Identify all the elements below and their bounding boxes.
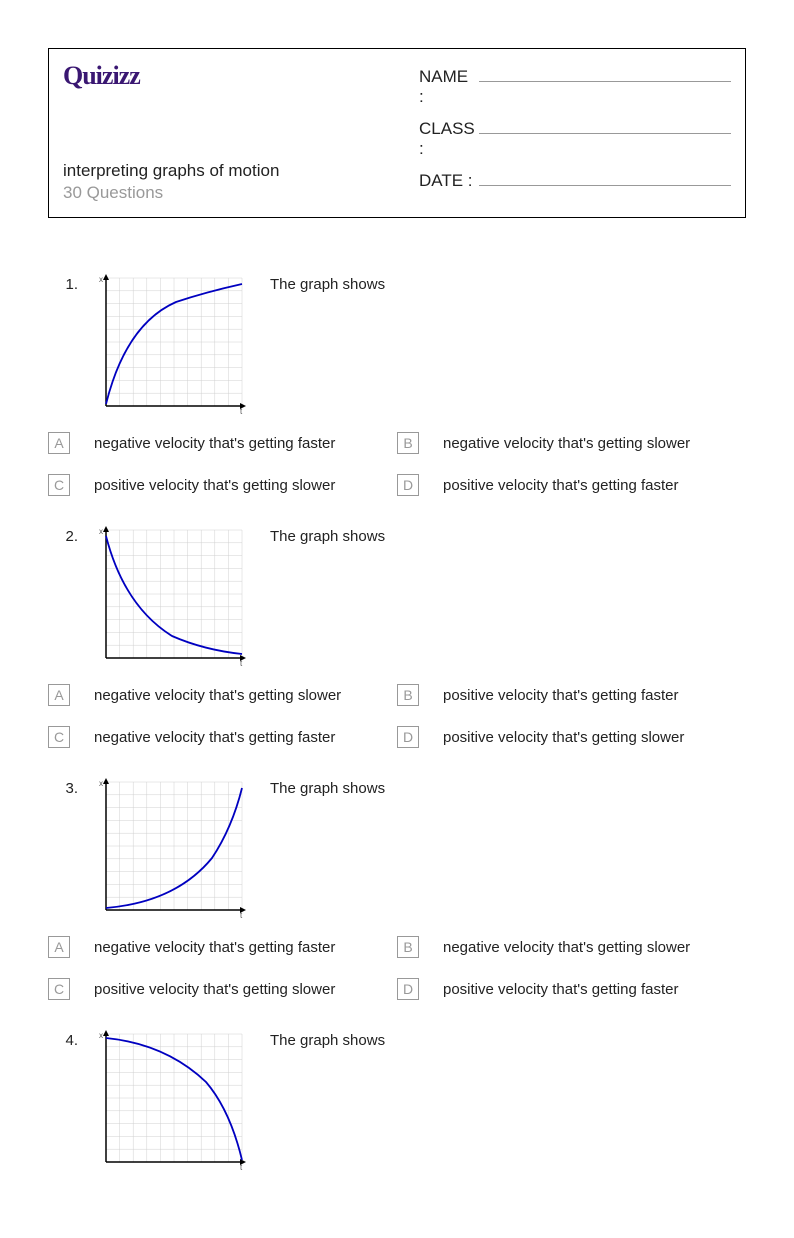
x-axis-label: t [240, 659, 243, 666]
answer-option[interactable]: C negative velocity that's getting faste… [48, 726, 397, 748]
question: 3. x t The graph shows A negative veloci… [48, 778, 746, 1000]
y-axis-label: x [99, 779, 103, 788]
question-number: 1. [48, 274, 96, 293]
worksheet-title: interpreting graphs of motion [63, 161, 279, 181]
answer-option[interactable]: D positive velocity that's getting faste… [397, 474, 746, 496]
answer-letter-box: C [48, 474, 70, 496]
x-axis-label: t [240, 1163, 243, 1170]
x-axis-label: t [240, 911, 243, 918]
motion-graph: x t [96, 526, 248, 666]
answer-letter-box: C [48, 978, 70, 1000]
question: 4. x t The graph shows [48, 1030, 746, 1170]
answer-option[interactable]: A negative velocity that's getting faste… [48, 936, 397, 958]
answer-text: positive velocity that's getting faster [443, 687, 678, 704]
answer-text: negative velocity that's getting faster [94, 435, 335, 452]
y-axis-label: x [99, 275, 103, 284]
question-prompt: The graph shows [270, 1030, 385, 1049]
motion-graph: x t [96, 778, 248, 918]
answer-text: positive velocity that's getting slower [94, 981, 335, 998]
answer-option[interactable]: B negative velocity that's getting slowe… [397, 432, 746, 454]
name-label: NAME : [419, 67, 475, 107]
y-axis-label: x [99, 527, 103, 536]
date-field-row: DATE : [419, 171, 731, 191]
answer-option[interactable]: C positive velocity that's getting slowe… [48, 474, 397, 496]
class-label: CLASS : [419, 119, 475, 159]
answer-option[interactable]: D positive velocity that's getting faste… [397, 978, 746, 1000]
answer-letter-box: D [397, 726, 419, 748]
answer-letter-box: B [397, 432, 419, 454]
question-prompt: The graph shows [270, 274, 385, 293]
name-field-row: NAME : [419, 67, 731, 107]
question-prompt: The graph shows [270, 526, 385, 545]
class-input-line[interactable] [479, 133, 731, 134]
question: 2. x t The graph shows A negative veloci… [48, 526, 746, 748]
answer-letter-box: C [48, 726, 70, 748]
date-label: DATE : [419, 171, 475, 191]
y-axis-label: x [99, 1031, 103, 1040]
question-prompt: The graph shows [270, 778, 385, 797]
answer-option[interactable]: C positive velocity that's getting slowe… [48, 978, 397, 1000]
answer-text: negative velocity that's getting slower [443, 939, 690, 956]
answer-text: negative velocity that's getting faster [94, 729, 335, 746]
quizizz-logo: Quizizz [63, 61, 279, 91]
worksheet-header: Quizizz interpreting graphs of motion 30… [48, 48, 746, 218]
answer-letter-box: D [397, 474, 419, 496]
date-input-line[interactable] [479, 185, 731, 186]
name-input-line[interactable] [479, 81, 731, 82]
answer-option[interactable]: D positive velocity that's getting slowe… [397, 726, 746, 748]
answer-text: positive velocity that's getting slower [94, 477, 335, 494]
question-number: 2. [48, 526, 96, 545]
answer-text: negative velocity that's getting slower [94, 687, 341, 704]
answer-text: negative velocity that's getting slower [443, 435, 690, 452]
answer-letter-box: B [397, 936, 419, 958]
answer-option[interactable]: B negative velocity that's getting slowe… [397, 936, 746, 958]
answer-option[interactable]: A negative velocity that's getting faste… [48, 432, 397, 454]
answer-text: negative velocity that's getting faster [94, 939, 335, 956]
question-number: 3. [48, 778, 96, 797]
answer-letter-box: D [397, 978, 419, 1000]
answer-letter-box: A [48, 936, 70, 958]
answer-text: positive velocity that's getting faster [443, 477, 678, 494]
question-count: 30 Questions [63, 183, 279, 203]
class-field-row: CLASS : [419, 119, 731, 159]
answer-option[interactable]: B positive velocity that's getting faste… [397, 684, 746, 706]
motion-graph: x t [96, 274, 248, 414]
answer-option[interactable]: A negative velocity that's getting slowe… [48, 684, 397, 706]
answer-letter-box: A [48, 432, 70, 454]
answer-text: positive velocity that's getting faster [443, 981, 678, 998]
motion-graph: x t [96, 1030, 248, 1170]
answer-letter-box: B [397, 684, 419, 706]
question: 1. x t The graph shows A negative veloci… [48, 274, 746, 496]
answer-letter-box: A [48, 684, 70, 706]
x-axis-label: t [240, 407, 243, 414]
question-number: 4. [48, 1030, 96, 1049]
answer-text: positive velocity that's getting slower [443, 729, 684, 746]
